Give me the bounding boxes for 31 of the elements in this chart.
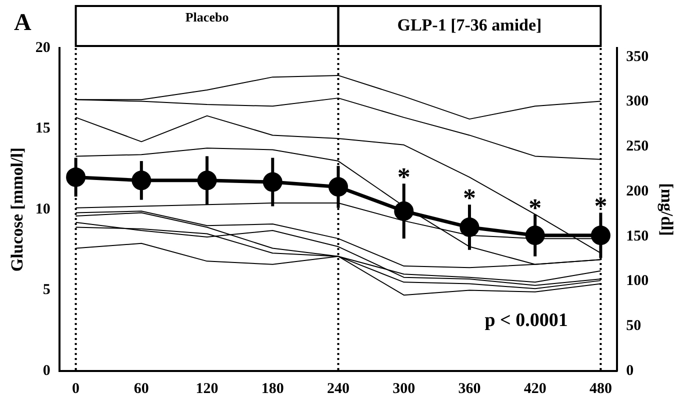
x-tick-label: 60: [134, 380, 149, 397]
x-tick-label: 0: [72, 380, 80, 397]
x-tick-label: 480: [589, 380, 612, 397]
y2-tick-label: 50: [626, 318, 642, 334]
y-tick-label: 15: [35, 120, 50, 137]
y2-tick-label: 0: [626, 362, 634, 379]
annotation: *: [462, 184, 476, 213]
y-tick-label: 10: [35, 201, 50, 218]
y-axis-title: Glucose [mmol/l]: [8, 147, 27, 272]
y-tick-label: 20: [35, 40, 50, 56]
text: A: [14, 10, 32, 36]
y-tick-label: 5: [42, 282, 50, 298]
x-tick-label: 180: [261, 380, 284, 397]
annotation: p < 0.0001: [484, 310, 568, 331]
x-tick-label: 420: [524, 380, 546, 397]
y2-tick-label: 250: [626, 138, 649, 155]
y2-tick-label: 200: [626, 183, 649, 200]
y2-tick-label: 100: [626, 273, 649, 290]
text: GLP-1 [7-36 amide]: [397, 15, 542, 34]
y-tick-label: 0: [42, 362, 50, 379]
x-tick-label: 240: [327, 380, 350, 397]
annotation: *: [528, 193, 542, 222]
y2-tick-label: 150: [626, 228, 649, 244]
x-tick-label: 300: [392, 380, 416, 397]
text: Placebo: [185, 9, 229, 24]
y2-axis-title: [mg/dl]: [657, 183, 676, 236]
y2-tick-label: 350: [626, 48, 649, 65]
annotation: *: [397, 162, 410, 192]
y2-tick-label: 300: [626, 94, 649, 110]
x-tick-label: 120: [196, 380, 218, 397]
x-tick-label: 360: [458, 380, 481, 397]
